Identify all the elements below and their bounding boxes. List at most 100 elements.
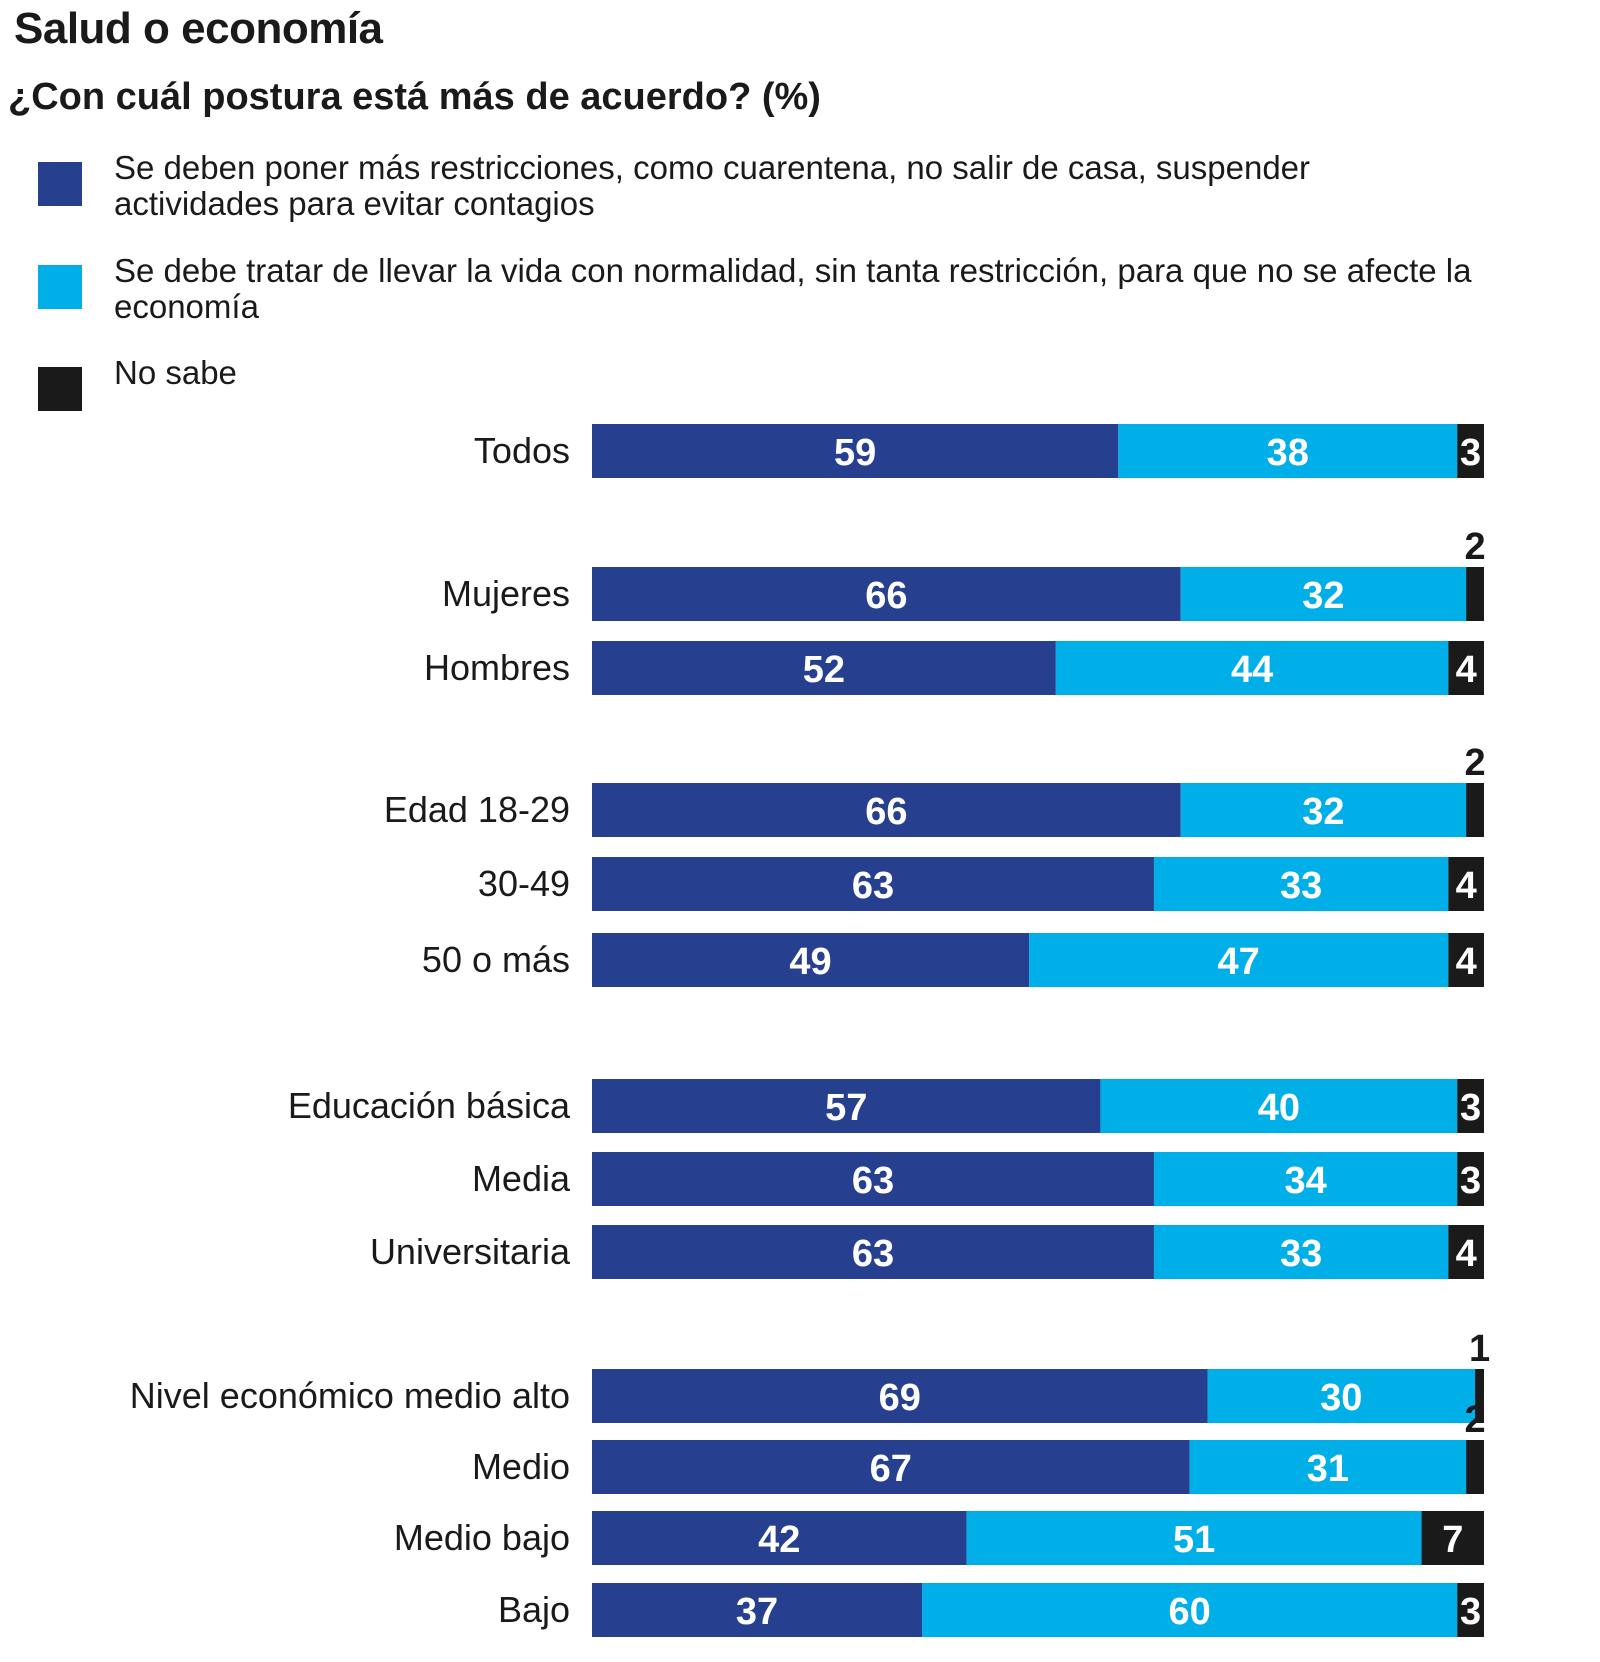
data-label: 67 — [870, 1448, 912, 1490]
data-label: 37 — [736, 1591, 778, 1633]
legend-label-normality: Se debe tratar de llevar la vida con nor… — [114, 252, 1472, 325]
data-label: 60 — [1168, 1591, 1210, 1633]
bar-segment — [592, 1440, 1190, 1494]
category-label: Hombres — [424, 647, 570, 688]
bar-segment — [1153, 857, 1449, 911]
data-label: 44 — [1231, 649, 1273, 691]
category-label: 30-49 — [478, 863, 570, 904]
bar-segment — [1153, 1152, 1458, 1206]
category-label: Todos — [474, 430, 570, 471]
data-label: 3 — [1460, 432, 1481, 474]
data-label: 2 — [1465, 526, 1486, 568]
data-label: 30 — [1320, 1377, 1362, 1419]
bar-segment — [1466, 567, 1484, 621]
bar-segment — [1029, 933, 1449, 987]
data-label: 3 — [1460, 1591, 1481, 1633]
category-label: 50 o más — [422, 939, 570, 980]
data-label: 31 — [1307, 1448, 1349, 1490]
data-label: 63 — [852, 1233, 894, 1275]
legend-swatch-no-sabe — [38, 367, 82, 411]
bar-segment — [1457, 1583, 1484, 1637]
data-label: 33 — [1280, 1233, 1322, 1275]
bar-segment — [1153, 1225, 1449, 1279]
data-label: 49 — [789, 941, 831, 983]
category-label: Nivel económico medio alto — [130, 1375, 570, 1416]
bar-segment — [592, 567, 1181, 621]
bar-segment — [1100, 1079, 1458, 1133]
data-label: 59 — [834, 432, 876, 474]
data-label: 4 — [1456, 649, 1477, 691]
bar-segment — [592, 1369, 1208, 1423]
data-label: 2 — [1465, 742, 1486, 784]
bar-segment — [1457, 424, 1484, 478]
bar-segment — [592, 641, 1056, 695]
bar-segment — [1207, 1369, 1476, 1423]
data-label: 52 — [803, 649, 845, 691]
data-label: 4 — [1456, 1233, 1477, 1275]
chart-title: Salud o economía — [14, 4, 383, 53]
bar-segment — [1448, 1225, 1484, 1279]
bar-segment — [1421, 1511, 1484, 1565]
category-label: Medio — [472, 1446, 570, 1487]
data-label: 42 — [758, 1519, 800, 1561]
bar-segment — [592, 1583, 923, 1637]
data-label: 1 — [1469, 1328, 1490, 1370]
bar-segment — [592, 1225, 1154, 1279]
bar-segment — [592, 1079, 1101, 1133]
category-label: Mujeres — [442, 573, 570, 614]
bar-segment — [592, 424, 1119, 478]
bar-segment — [966, 1511, 1422, 1565]
data-label: 40 — [1258, 1087, 1300, 1129]
bar-segment — [592, 933, 1030, 987]
legend-item-restrictions: Se deben poner más restricciones, como c… — [38, 150, 1458, 230]
data-label: 63 — [852, 1160, 894, 1202]
bar-segment — [1448, 857, 1484, 911]
data-label: 63 — [852, 865, 894, 907]
bar-segment — [1055, 641, 1449, 695]
data-label: 3 — [1460, 1087, 1481, 1129]
bar-segment — [1448, 933, 1484, 987]
bar-segment — [1475, 1369, 1484, 1423]
category-label: Media — [472, 1158, 571, 1199]
data-label: 47 — [1218, 941, 1260, 983]
bar-segment — [1457, 1152, 1484, 1206]
legend-swatch-restrictions — [38, 162, 82, 206]
data-label: 69 — [879, 1377, 921, 1419]
bar-segment — [592, 1152, 1154, 1206]
data-label: 33 — [1280, 865, 1322, 907]
bar-segment — [1180, 567, 1467, 621]
bar-segment — [592, 857, 1154, 911]
legend-item-no-sabe: No sabe — [38, 355, 1458, 411]
data-label: 3 — [1460, 1160, 1481, 1202]
legend-label-no-sabe: No sabe — [114, 354, 237, 391]
category-label: Edad 18-29 — [384, 789, 570, 830]
category-label: Bajo — [498, 1589, 570, 1630]
data-label: 2 — [1465, 1399, 1486, 1441]
legend-label-restrictions: Se deben poner más restricciones, como c… — [114, 149, 1311, 222]
data-label: 66 — [865, 575, 907, 617]
legend-swatch-normality — [38, 265, 82, 309]
data-label: 32 — [1302, 575, 1344, 617]
bar-segment — [1457, 1079, 1484, 1133]
bar-segment — [1189, 1440, 1467, 1494]
data-label: 51 — [1173, 1519, 1215, 1561]
data-label: 7 — [1442, 1519, 1463, 1561]
data-label: 32 — [1302, 791, 1344, 833]
bar-segment — [1466, 1440, 1484, 1494]
bar-segment — [592, 1511, 967, 1565]
data-label: 57 — [825, 1087, 867, 1129]
data-label: 66 — [865, 791, 907, 833]
data-label: 38 — [1267, 432, 1309, 474]
chart-subtitle: ¿Con cuál postura está más de acuerdo? (… — [8, 76, 821, 118]
data-label: 4 — [1456, 941, 1477, 983]
category-label: Medio bajo — [394, 1517, 570, 1558]
bar-segment — [922, 1583, 1458, 1637]
data-label: 4 — [1456, 865, 1477, 907]
legend-item-normality: Se debe tratar de llevar la vida con nor… — [38, 253, 1471, 333]
category-label: Educación básica — [288, 1085, 571, 1126]
category-label: Universitaria — [370, 1231, 571, 1272]
bar-segment — [592, 783, 1181, 837]
bar-segment — [1466, 783, 1484, 837]
bar-segment — [1448, 641, 1484, 695]
